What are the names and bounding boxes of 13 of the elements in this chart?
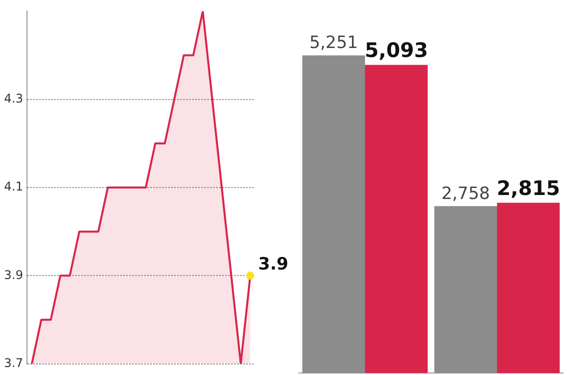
data-label: 3.9	[258, 254, 288, 275]
bar	[302, 55, 365, 373]
bar	[497, 202, 560, 373]
data-label: 2,815	[496, 176, 560, 200]
data-label: 5,093	[364, 38, 428, 62]
y-tick-label: 4.3	[4, 91, 24, 106]
y-tick-label: 3.7	[4, 356, 24, 370]
bar	[434, 206, 497, 373]
bar	[365, 64, 428, 373]
data-label: 5,251	[309, 33, 358, 54]
y-tick-label: 4.1	[4, 180, 24, 194]
data-label: 2,758	[441, 184, 490, 204]
y-tick-label: 3.9	[4, 268, 24, 282]
